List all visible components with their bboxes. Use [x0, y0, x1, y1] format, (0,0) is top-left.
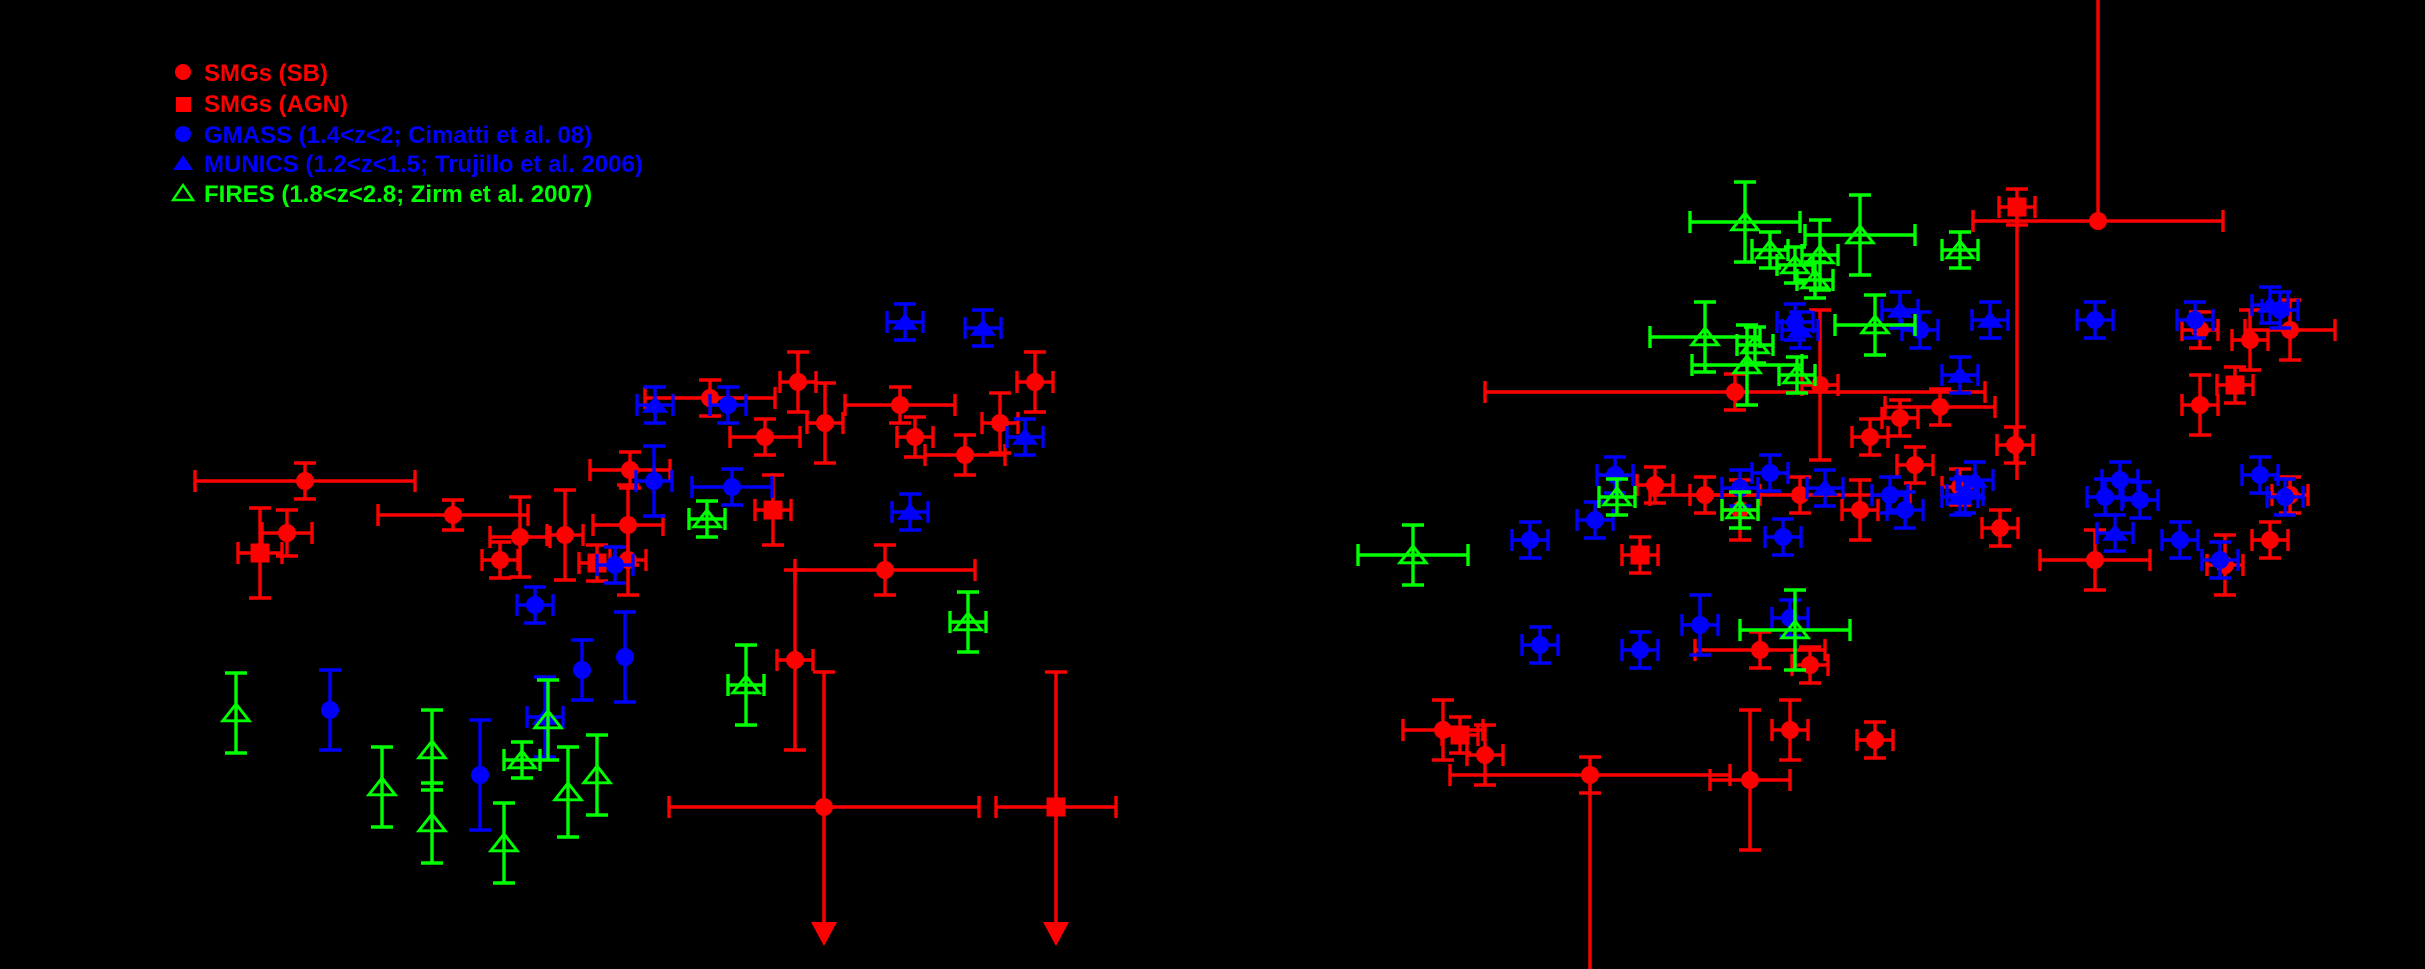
svg-text:SMGs (SB): SMGs (SB)	[204, 60, 328, 87]
svg-text:SMGs (AGN): SMGs (AGN)	[204, 91, 348, 118]
svg-text:MUNICS (1.2<z<1.5; Trujillo et: MUNICS (1.2<z<1.5; Trujillo et al. 2006)	[204, 151, 643, 178]
svg-text:GMASS (1.4<z<2; Cimatti et al.: GMASS (1.4<z<2; Cimatti et al. 08)	[204, 122, 592, 149]
svg-text:FIRES (1.8<z<2.8; Zirm et al.: FIRES (1.8<z<2.8; Zirm et al. 2007)	[204, 181, 592, 208]
